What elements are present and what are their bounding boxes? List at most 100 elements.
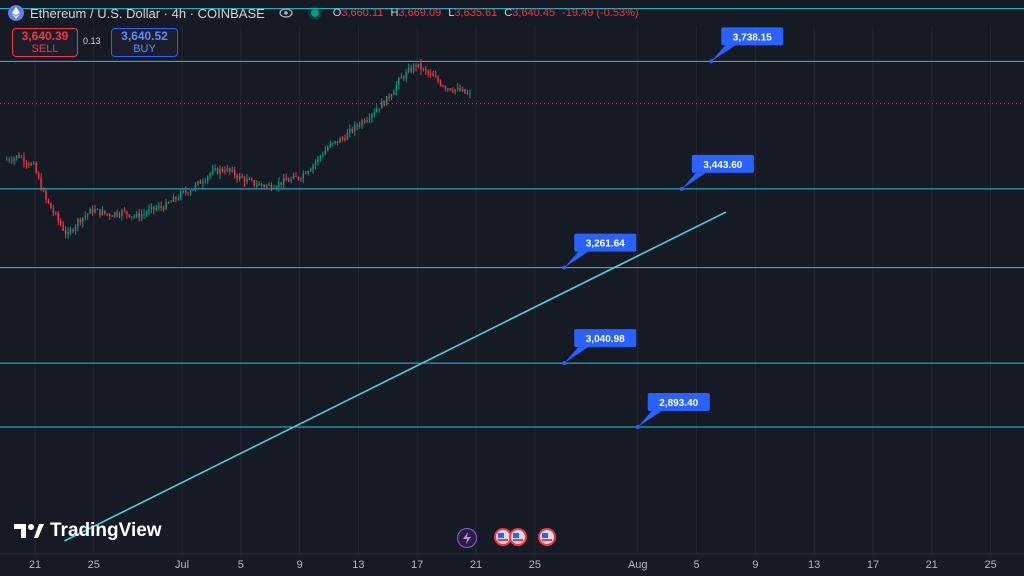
candle-body <box>398 78 400 85</box>
candle-body <box>378 108 381 110</box>
x-tick-label: 9 <box>752 559 758 571</box>
candle-body <box>204 180 207 183</box>
us-flag-event-icon[interactable] <box>494 528 512 546</box>
eye-icon[interactable] <box>279 8 293 18</box>
candle-body <box>400 76 403 79</box>
candle-body <box>439 81 442 86</box>
candle-body <box>108 214 111 216</box>
candle-body <box>67 231 69 235</box>
candle-body <box>72 229 74 232</box>
price-callout-label: 3,738.15 <box>733 32 772 43</box>
candle-body <box>464 89 466 94</box>
lightning-event-icon[interactable] <box>457 528 477 548</box>
candle-body <box>314 161 317 166</box>
close-label: C <box>504 7 513 19</box>
candle-body <box>187 192 189 194</box>
ascending-trendline <box>64 211 727 542</box>
candle-body <box>37 173 40 179</box>
candle-body <box>280 182 282 185</box>
candle-body <box>184 191 187 193</box>
candle-body <box>295 175 297 177</box>
candle-body <box>86 213 89 216</box>
us-flag-event-icon[interactable] <box>509 528 527 546</box>
x-tick-label: 25 <box>984 559 996 571</box>
candle-body <box>238 175 241 179</box>
candle-body <box>8 159 11 161</box>
candle-body <box>145 212 148 214</box>
price-callout-label: 3,443.60 <box>703 160 742 171</box>
x-tick-label: 25 <box>529 559 541 571</box>
candle-body <box>40 178 42 190</box>
buy-button[interactable]: 3,640.52 BUY <box>111 28 178 57</box>
candle-body <box>292 175 295 179</box>
candle-body <box>33 163 35 165</box>
candle-body <box>407 68 410 72</box>
candle-body <box>10 160 13 162</box>
price-callout <box>574 233 637 252</box>
candle-body <box>170 201 172 203</box>
candle-body <box>45 191 47 200</box>
candle-body <box>236 175 238 179</box>
candle-body <box>263 185 265 187</box>
candle-body <box>351 128 354 132</box>
candle-body <box>395 84 398 92</box>
candle-body <box>275 186 278 189</box>
candle-body <box>331 142 334 144</box>
candle-body <box>260 183 263 186</box>
candle-body <box>226 168 229 172</box>
candle-body <box>229 168 231 172</box>
candle-body <box>62 224 64 231</box>
candle-body <box>278 182 280 187</box>
candle-body <box>339 138 341 143</box>
x-tick-label: 21 <box>926 559 938 571</box>
symbol-title[interactable]: Ethereum / U.S. Dollar · 4h · COINBASE <box>30 5 265 21</box>
candle-body <box>241 175 243 178</box>
candle-body <box>194 184 197 189</box>
candle-body <box>437 77 439 82</box>
candle-body <box>30 163 33 166</box>
candle-body <box>415 65 417 67</box>
candle-body <box>126 211 128 215</box>
candle-body <box>273 188 275 190</box>
low-label: L <box>448 7 455 19</box>
candle-body <box>28 163 30 166</box>
candle-body <box>302 172 305 179</box>
candle-body <box>329 143 332 148</box>
candle-body <box>422 68 425 70</box>
us-flag-event-icon[interactable] <box>538 528 556 546</box>
candle-body <box>143 213 145 215</box>
candle-body <box>390 94 393 98</box>
candle-body <box>135 213 138 217</box>
candle-body <box>290 178 292 182</box>
candle-body <box>461 89 464 91</box>
price-callout <box>647 393 710 412</box>
candle-body <box>84 215 86 218</box>
sell-button[interactable]: 3,640.39 SELL <box>12 28 78 57</box>
candle-body <box>20 157 23 159</box>
tradingview-watermark[interactable]: TradingView <box>14 520 162 542</box>
candle-body <box>111 215 113 217</box>
candle-body <box>427 70 430 74</box>
candle-body <box>356 124 358 127</box>
candle-body <box>52 208 55 213</box>
x-tick-label: 9 <box>297 559 303 571</box>
candle-body <box>297 176 300 180</box>
candle-body <box>383 101 385 106</box>
candle-body <box>376 108 378 113</box>
candle-body <box>167 202 170 204</box>
change-value: -19.49 (-0.53%) <box>562 7 639 19</box>
candle-body <box>454 89 456 92</box>
candle-body <box>177 198 180 200</box>
candle-body <box>412 65 415 72</box>
candle-body <box>319 156 322 158</box>
candle-body <box>282 178 285 185</box>
sell-label: SELL <box>31 43 59 55</box>
candle-body <box>133 216 135 218</box>
candle-body <box>224 171 226 173</box>
candle-body <box>452 90 454 92</box>
open-value: 3,660.11 <box>341 7 384 19</box>
candle-body <box>442 85 444 87</box>
candle-body <box>106 213 109 215</box>
